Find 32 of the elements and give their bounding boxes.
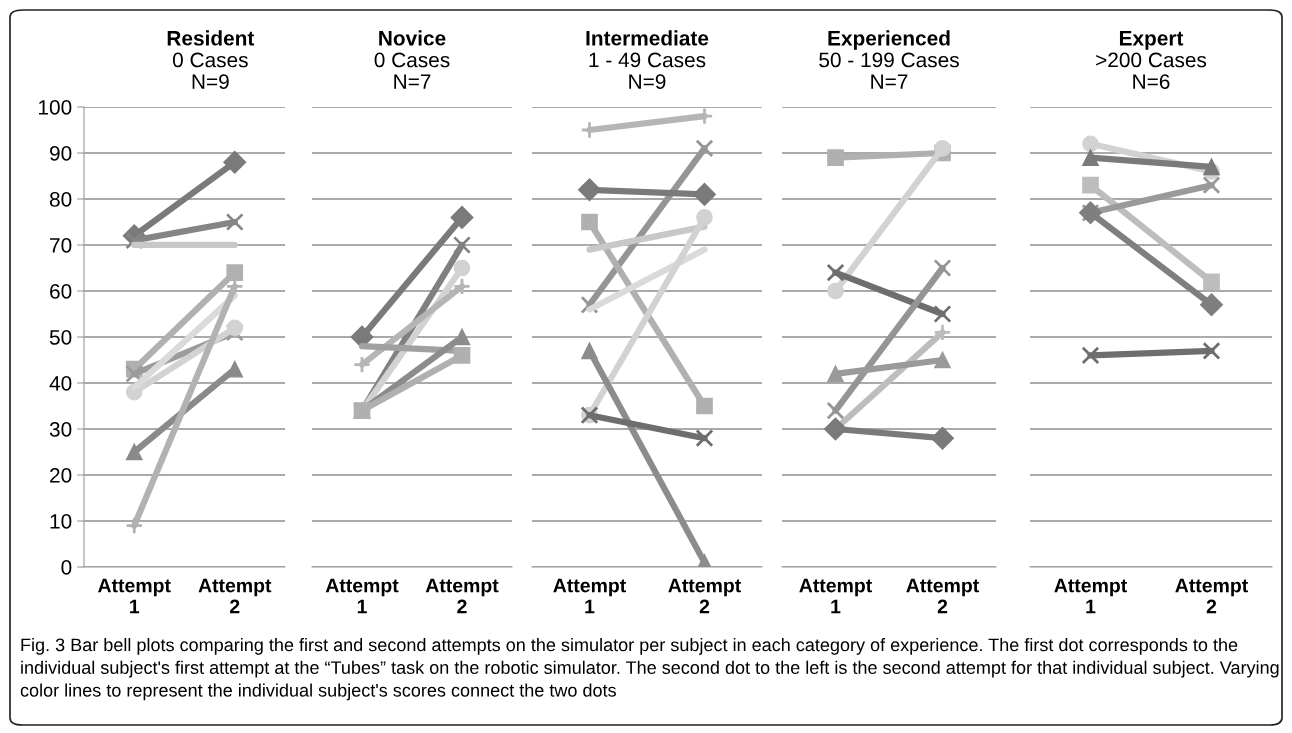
y-tick-label: 10 xyxy=(50,514,72,529)
x-tick-label: Attempt 2 xyxy=(906,578,979,614)
y-tick-label: 30 xyxy=(49,422,72,437)
y-tick-label: 20 xyxy=(50,468,72,483)
x-tick-label: Attempt 1 xyxy=(1054,578,1127,614)
chart-subtitle: >200 Cases N=6 xyxy=(1096,52,1207,89)
x-tick-label: Attempt 1 xyxy=(98,578,171,614)
x-tick-label: Attempt 2 xyxy=(198,578,272,614)
chart-title: Expert xyxy=(1119,31,1184,50)
y-tick-label: 80 xyxy=(49,192,72,207)
y-tick-label: 0 xyxy=(61,560,72,575)
y-tick-label: 100 xyxy=(39,100,72,115)
y-tick-label: 90 xyxy=(50,146,72,161)
y-tick-label: 50 xyxy=(49,330,72,345)
x-tick-label: Attempt 1 xyxy=(799,578,872,614)
caption: Fig. 3 Bar bell plots comparing the first and second attempts on the simulator per subject in each category of experience. The first dot corresponds to the individual subject's first attempt at the “Tubes” task on the robotic simulator. The second dot to the left is the second attempt for that individual subject. Varying color lines to represent the individual subject's scores connect the two dots xyxy=(20,638,1279,701)
x-tick-label: Attempt 1 xyxy=(325,578,399,614)
chart-title: Experienced xyxy=(828,30,950,50)
x-tick-label: Attempt 2 xyxy=(425,578,499,614)
y-tick-label: 60 xyxy=(50,284,72,299)
chart-subtitle: 0 Cases N=9 xyxy=(172,52,248,89)
chart-title: Intermediate xyxy=(586,30,709,46)
x-tick-label: Attempt 1 xyxy=(553,578,626,614)
y-tick-label: 70 xyxy=(50,238,72,253)
chart-title: Novice xyxy=(379,30,446,46)
x-tick-label: Attempt 2 xyxy=(1175,578,1248,614)
chart-subtitle: 50 - 199 Cases N=7 xyxy=(819,52,959,89)
chart-subtitle: 0 Cases N=7 xyxy=(374,52,450,89)
x-tick-label: Attempt 2 xyxy=(668,578,741,614)
chart-subtitle: 1 - 49 Cases N=9 xyxy=(589,52,706,89)
y-tick-label: 40 xyxy=(49,376,72,391)
chart-title: Resident xyxy=(167,30,255,46)
